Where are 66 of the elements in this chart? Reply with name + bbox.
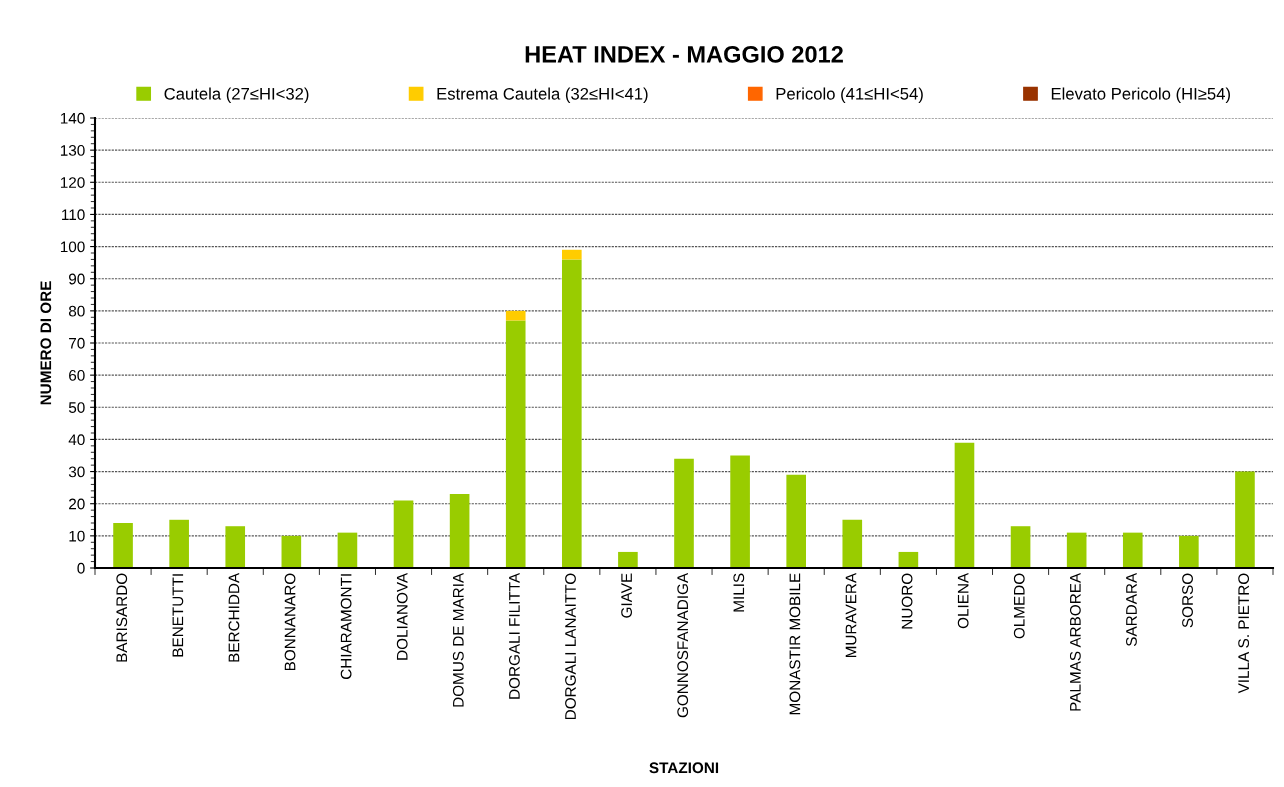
- x-tick-label: GIAVE: [621, 573, 633, 618]
- bar: [561, 249, 582, 260]
- bar: [505, 310, 526, 321]
- legend-label: Estrema Cautela (32≤HI<41): [437, 87, 648, 103]
- bar: [898, 551, 919, 568]
- bar: [730, 455, 750, 568]
- bar: [225, 526, 246, 568]
- x-tick-label: CHIARAMONTI: [340, 574, 352, 680]
- bar: [561, 259, 582, 568]
- x-tick-label: MILIS: [733, 573, 745, 612]
- y-tick-label: 30: [68, 466, 85, 478]
- y-tick-label: 0: [77, 562, 85, 574]
- bar: [1179, 535, 1199, 568]
- bar: [1235, 471, 1255, 568]
- x-axis-title: STAZIONI: [649, 762, 719, 774]
- x-tick-label: VILLA S. PIETRO: [1238, 573, 1250, 694]
- bar: [113, 523, 133, 568]
- y-tick-label: 140: [60, 112, 85, 124]
- bar: [449, 494, 470, 568]
- bar: [786, 474, 807, 568]
- y-axis-title: NUMERO DI ORE: [40, 281, 52, 405]
- bar: [954, 442, 975, 568]
- x-tick-label: BERCHIDDA: [228, 572, 240, 662]
- x-tick-label: SARDARA: [1126, 572, 1137, 647]
- y-tick-label: 60: [69, 370, 85, 381]
- x-tick-label: NUORO: [901, 573, 913, 629]
- y-tick-label: 20: [69, 498, 85, 510]
- bar: [842, 519, 863, 568]
- bar: [169, 519, 189, 568]
- bar: [1122, 532, 1143, 568]
- x-tick-label: MONASTIR MOBILE: [789, 573, 801, 715]
- x-tick-label: DORGALI LANAITTO: [565, 573, 576, 720]
- legend-label: Pericolo (41≤HI<54): [776, 87, 923, 103]
- y-tick-label: 80: [68, 305, 85, 317]
- x-tick-label: SORSO: [1182, 573, 1193, 628]
- x-tick-label: DOLIANOVA: [396, 572, 408, 660]
- x-tick-label: OLIENA: [957, 572, 969, 629]
- y-tick-label: 100: [60, 241, 85, 253]
- bar: [618, 551, 638, 568]
- x-tick-label: DORGALI FILITTA: [509, 572, 520, 699]
- x-tick-label: GONNOSFANADIGA: [677, 572, 689, 718]
- bar: [1066, 532, 1087, 568]
- y-tick-label: 90: [69, 273, 85, 285]
- bar: [337, 532, 358, 568]
- x-tick-label: PALMAS ARBOREA: [1069, 572, 1081, 711]
- x-tick-label: MURAVERA: [845, 572, 857, 658]
- bar: [505, 320, 526, 568]
- legend-label: Cautela (27≤HI<32): [164, 87, 309, 103]
- x-tick-label: BENETUTTI: [172, 574, 184, 657]
- y-tick-label: 50: [68, 402, 85, 413]
- legend-label: Elevato Pericolo (HI≥54): [1051, 87, 1230, 103]
- bar: [1010, 526, 1031, 568]
- y-tick-label: 70: [69, 337, 85, 349]
- y-tick-label: 40: [68, 434, 85, 446]
- x-tick-label: BARISARDO: [116, 573, 128, 662]
- chart-title: HEAT INDEX - MAGGIO 2012: [525, 45, 843, 63]
- y-tick-label: 120: [60, 177, 85, 188]
- y-tick-label: 10: [69, 530, 85, 542]
- x-tick-label: OLMEDO: [1013, 573, 1025, 639]
- y-tick-label: 110: [62, 209, 85, 221]
- y-tick-label: 130: [60, 145, 85, 156]
- x-tick-label: DOMUS DE MARIA: [452, 572, 464, 707]
- bar: [393, 500, 414, 568]
- bar: [674, 458, 694, 568]
- bar: [281, 535, 302, 568]
- x-tick-label: BONNANARO: [284, 573, 296, 671]
